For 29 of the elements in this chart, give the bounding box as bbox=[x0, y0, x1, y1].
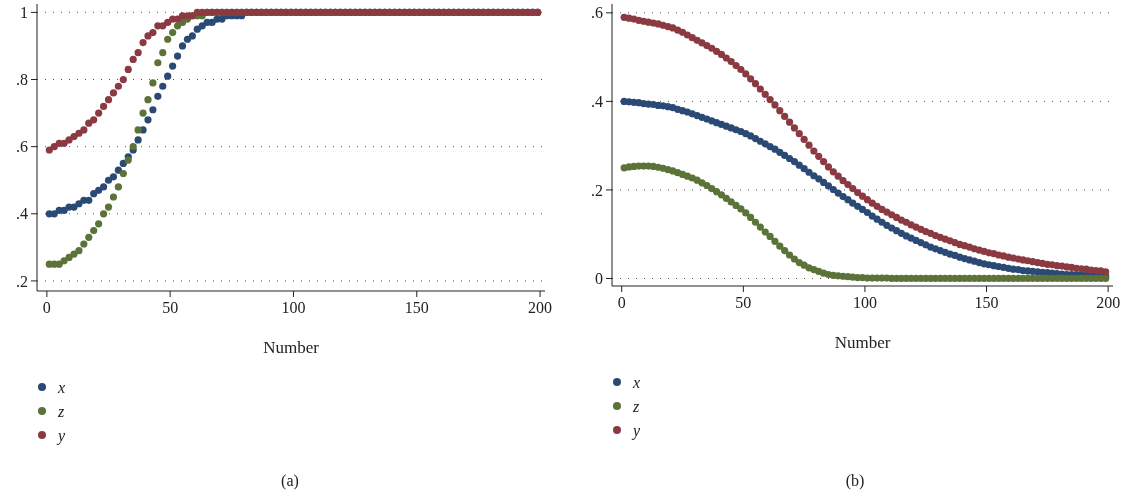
x-tick-label: 50 bbox=[735, 294, 752, 311]
text: (a) bbox=[281, 472, 299, 490]
y-tick-label: 1 bbox=[20, 3, 28, 21]
legend-label: y bbox=[631, 421, 641, 440]
y-tick-label: .2 bbox=[16, 272, 28, 290]
y-tick-label: .2 bbox=[591, 181, 603, 199]
y-tick-label: .6 bbox=[16, 138, 28, 156]
x-tick-label: 150 bbox=[404, 299, 429, 316]
x-axis-title: Number bbox=[263, 338, 320, 357]
legend-label: y bbox=[56, 426, 66, 445]
y-tick-label: .8 bbox=[16, 71, 28, 89]
x-axis-title: Number bbox=[834, 333, 891, 352]
x-tick-label: 50 bbox=[162, 299, 179, 316]
x-tick-label: 200 bbox=[528, 299, 553, 316]
y-tick-label: 0 bbox=[595, 270, 603, 288]
legend-label: x bbox=[632, 373, 641, 391]
legend-label: z bbox=[57, 402, 65, 420]
legend-label: x bbox=[57, 378, 66, 396]
x-tick-label: 0 bbox=[42, 299, 51, 316]
y-tick-label: .4 bbox=[591, 92, 603, 110]
x-tick-label: 100 bbox=[852, 294, 877, 311]
y-tick-label: .4 bbox=[16, 205, 28, 223]
x-tick-label: 100 bbox=[281, 299, 306, 316]
y-tick-label: .6 bbox=[591, 4, 603, 22]
x-tick-label: 0 bbox=[617, 294, 626, 311]
x-tick-label: 200 bbox=[1096, 294, 1121, 311]
x-tick-label: 150 bbox=[974, 294, 999, 311]
text: (b) bbox=[845, 472, 865, 490]
legend-label: z bbox=[632, 397, 640, 415]
